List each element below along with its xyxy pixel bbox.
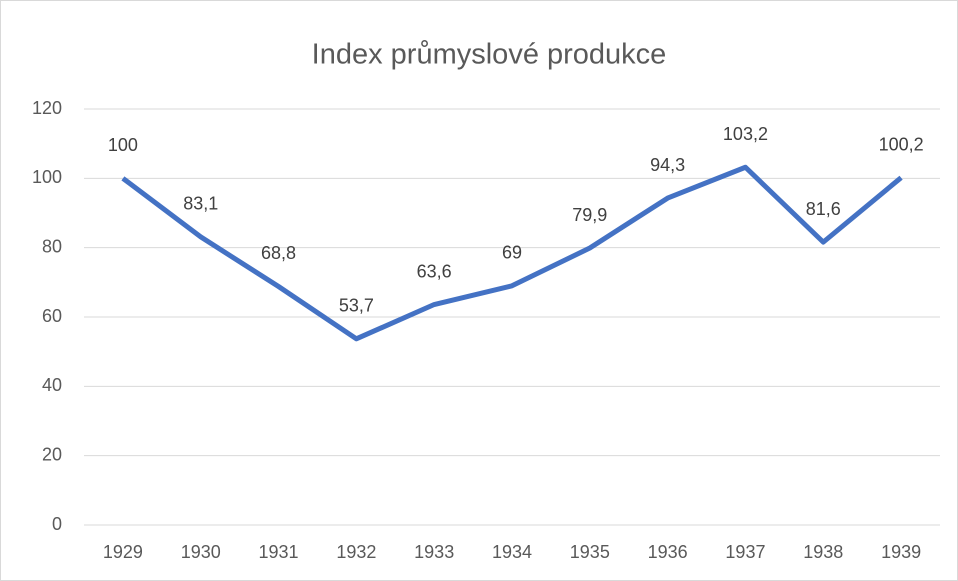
y-tick-label: 60: [42, 306, 62, 326]
data-label: 63,6: [417, 261, 452, 281]
y-tick-label: 120: [32, 98, 62, 118]
data-label: 100,2: [879, 134, 924, 154]
x-tick-label: 1930: [181, 542, 221, 562]
y-tick-label: 0: [52, 514, 62, 534]
data-label: 69: [502, 243, 522, 263]
data-label: 103,2: [723, 124, 768, 144]
x-tick-label: 1935: [570, 542, 610, 562]
x-tick-label: 1932: [336, 542, 376, 562]
x-tick-label: 1933: [414, 542, 454, 562]
y-tick-label: 40: [42, 375, 62, 395]
data-label: 94,3: [650, 155, 685, 175]
data-label: 81,6: [806, 199, 841, 219]
x-tick-label: 1934: [492, 542, 532, 562]
chart-title: Index průmyslové produkce: [312, 39, 667, 71]
x-tick-label: 1939: [881, 542, 921, 562]
data-label: 68,8: [261, 243, 296, 263]
x-tick-label: 1937: [725, 542, 765, 562]
x-tick-label: 1936: [648, 542, 688, 562]
x-tick-label: 1931: [259, 542, 299, 562]
line: [121, 164, 903, 342]
data-label: 79,9: [572, 205, 607, 225]
x-tick-label: 1938: [803, 542, 843, 562]
x-tick-label: 1929: [103, 542, 143, 562]
y-tick-label: 20: [42, 444, 62, 464]
data-label: 83,1: [183, 194, 218, 214]
data-label: 53,7: [339, 296, 374, 316]
data-label: 100: [108, 135, 138, 155]
y-tick-label: 80: [42, 236, 62, 256]
y-tick-label: 100: [32, 167, 62, 187]
